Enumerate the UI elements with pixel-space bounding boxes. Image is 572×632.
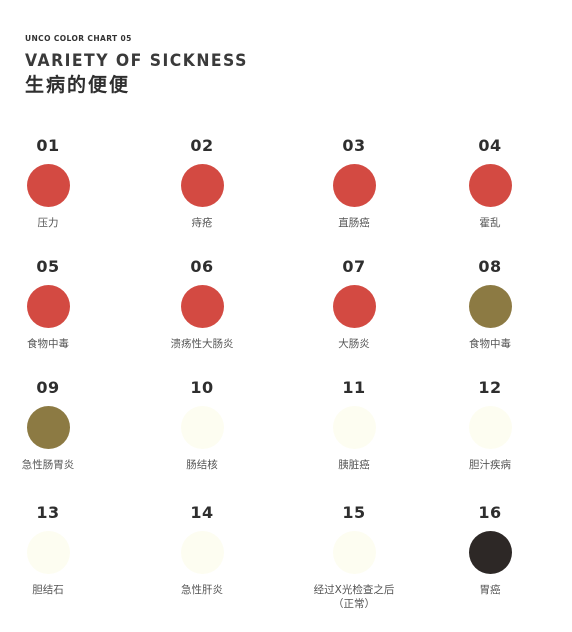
swatch-item: 06 溃疡性大肠炎 bbox=[142, 258, 262, 368]
item-label: 胰脏癌 bbox=[338, 459, 370, 471]
item-number: 16 bbox=[478, 503, 502, 522]
item-number: 12 bbox=[478, 378, 502, 397]
item-label-note: （正常） bbox=[333, 598, 375, 610]
item-number: 09 bbox=[36, 378, 60, 397]
color-swatch bbox=[26, 406, 70, 449]
swatch-item: 12 胆汁疾病 bbox=[430, 379, 550, 489]
item-label: 大肠炎 bbox=[338, 338, 370, 350]
color-swatch bbox=[332, 406, 376, 449]
item-label: 直肠癌 bbox=[338, 217, 370, 229]
item-label: 霍乱 bbox=[479, 217, 501, 229]
item-number: 13 bbox=[36, 503, 60, 522]
item-number: 05 bbox=[36, 257, 60, 276]
color-swatch bbox=[26, 531, 70, 574]
swatch-item: 14 急性肝炎 bbox=[142, 504, 262, 614]
swatch-item: 05 食物中毒 bbox=[0, 258, 108, 368]
item-number: 01 bbox=[36, 136, 60, 155]
item-label: 肠结核 bbox=[186, 459, 218, 471]
item-label: 急性肠胃炎 bbox=[21, 459, 75, 471]
swatch-item: 04 霍乱 bbox=[430, 137, 550, 247]
swatch-item: 10 肠结核 bbox=[142, 379, 262, 489]
color-swatch bbox=[26, 285, 70, 328]
color-swatch bbox=[180, 406, 224, 449]
color-swatch bbox=[468, 164, 512, 207]
item-number: 14 bbox=[190, 503, 214, 522]
swatch-item: 08 食物中毒 bbox=[430, 258, 550, 368]
item-number: 04 bbox=[478, 136, 502, 155]
item-label: 痔疮 bbox=[191, 217, 213, 229]
item-label: 食物中毒 bbox=[27, 338, 69, 350]
item-label: 压力 bbox=[37, 217, 59, 229]
item-label: 食物中毒 bbox=[469, 338, 511, 350]
item-number: 03 bbox=[342, 136, 366, 155]
swatch-item: 15 经过X光检查之后 （正常） bbox=[294, 504, 414, 614]
item-number: 02 bbox=[190, 136, 214, 155]
series-label: UNCO COLOR CHART 05 bbox=[25, 34, 132, 43]
swatch-item: 03 直肠癌 bbox=[294, 137, 414, 247]
item-number: 07 bbox=[342, 257, 366, 276]
color-swatch bbox=[468, 406, 512, 449]
item-label: 胆汁疾病 bbox=[469, 459, 511, 471]
item-number: 06 bbox=[190, 257, 214, 276]
item-number: 10 bbox=[190, 378, 214, 397]
swatch-item: 16 胃癌 bbox=[430, 504, 550, 614]
page-title: VARIETY OF SICKNESS bbox=[25, 51, 248, 71]
color-swatch bbox=[332, 531, 376, 574]
color-swatch bbox=[180, 285, 224, 328]
color-swatch bbox=[468, 285, 512, 328]
color-swatch bbox=[332, 285, 376, 328]
item-label: 溃疡性大肠炎 bbox=[170, 338, 234, 350]
swatch-item: 09 急性肠胃炎 bbox=[0, 379, 108, 489]
item-label: 胆结石 bbox=[32, 584, 64, 596]
swatch-item: 07 大肠炎 bbox=[294, 258, 414, 368]
page-subtitle: 生病的便便 bbox=[25, 74, 131, 96]
item-number: 11 bbox=[342, 378, 366, 397]
chart-header: UNCO COLOR CHART 05 VARIETY OF SICKNESS … bbox=[25, 34, 267, 97]
color-swatch bbox=[180, 531, 224, 574]
item-number: 08 bbox=[478, 257, 502, 276]
swatch-item: 02 痔疮 bbox=[142, 137, 262, 247]
item-label: 经过X光检查之后 bbox=[313, 584, 395, 596]
color-swatch bbox=[26, 164, 70, 207]
item-label: 胃癌 bbox=[479, 584, 501, 596]
item-label: 急性肝炎 bbox=[181, 584, 223, 596]
swatch-item: 01 压力 bbox=[0, 137, 108, 247]
color-swatch bbox=[332, 164, 376, 207]
color-swatch bbox=[468, 531, 512, 574]
swatch-item: 13 胆结石 bbox=[0, 504, 108, 614]
color-swatch bbox=[180, 164, 224, 207]
item-number: 15 bbox=[342, 503, 366, 522]
swatch-item: 11 胰脏癌 bbox=[294, 379, 414, 489]
